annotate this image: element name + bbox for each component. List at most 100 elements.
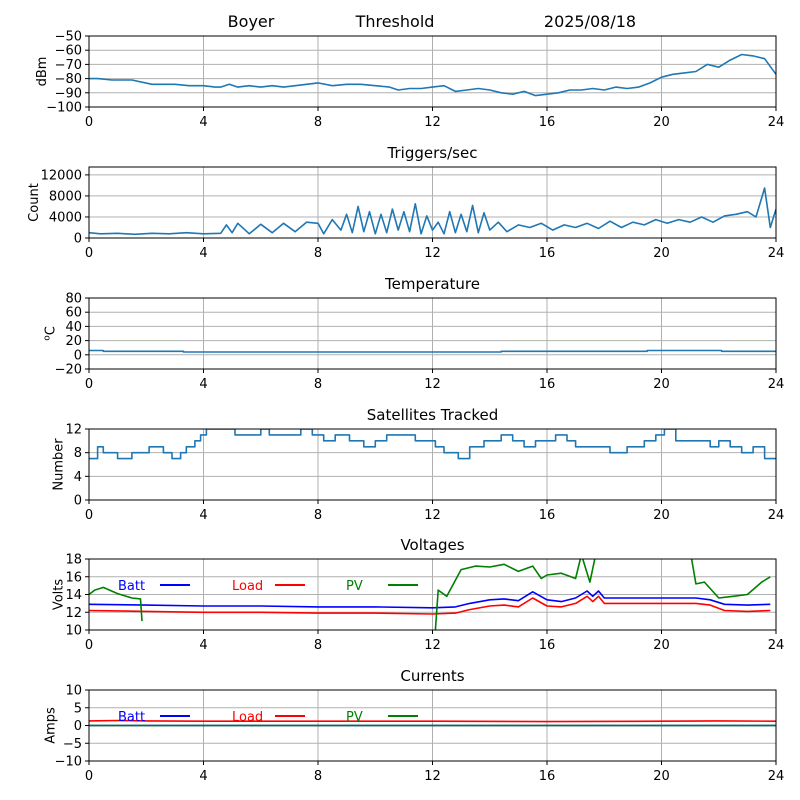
y-tick-label: −100 [46,101,82,116]
y-tick-label: −70 [55,58,82,73]
chart-title: Satellites Tracked [367,406,498,424]
x-tick-label: 0 [85,769,93,784]
x-tick-label: 12 [424,246,441,261]
legend-label-pv: PV [346,579,363,594]
x-tick-label: 16 [539,377,556,392]
x-tick-label: 8 [314,638,322,653]
voltages-series-line-1 [89,595,771,615]
x-tick-label: 4 [199,508,207,523]
y-tick-label: 4000 [49,210,82,225]
x-tick-label: 0 [85,508,93,523]
x-tick-label: 20 [653,769,670,784]
y-tick-label: 0 [74,232,82,247]
x-tick-label: 16 [539,115,556,130]
voltages-series-line-0 [89,590,771,609]
x-tick-label: 20 [653,115,670,130]
triggers-series-line-0 [89,187,776,236]
x-tick-label: 16 [539,638,556,653]
celsius-letter: C [43,326,58,335]
panel-voltages: 0 4 8 12 16 20 24 10 12 14 16 18 Voltages Volts Batt Lo… [52,536,785,653]
legend-label-pv: PV [346,710,363,725]
y-tick-label: 60 [65,306,82,321]
legend-label-batt: Batt [118,579,145,594]
chart-title: Currents [400,667,464,685]
y-tick-label: −50 [55,30,82,45]
y-tick-label: −90 [55,86,82,101]
y-tick-label: 8 [74,446,82,461]
y-tick-label: −80 [55,72,82,87]
y-tick-label: 8000 [49,189,82,204]
y-tick-label: 10 [65,684,82,699]
threshold-series-line-0 [89,53,776,97]
y-tick-label: 12000 [41,168,82,183]
x-tick-label: 24 [768,377,785,392]
y-tick-label: 18 [65,553,82,568]
satellites-series-line-0 [89,429,776,460]
x-tick-label: 0 [85,638,93,653]
chart-title: Temperature [384,275,480,293]
x-tick-label: 8 [314,769,322,784]
x-tick-label: 24 [768,246,785,261]
panel-threshold: 0 4 8 12 16 20 24 −100−90−80−70−60−50 dBm [35,30,784,131]
y-tick-label: 12 [65,606,82,621]
x-tick-label: 20 [653,508,670,523]
x-tick-label: 20 [653,638,670,653]
y-axis-label: oC [42,326,58,341]
degree-superscript: o [42,335,52,341]
chart-title: Voltages [400,536,464,554]
y-tick-label: 0 [74,719,82,734]
temperature-series-line-0 [89,349,776,353]
x-tick-label: 8 [314,377,322,392]
report-date: 2025/08/18 [544,12,636,31]
x-tick-label: 0 [85,377,93,392]
y-tick-label: 5 [74,701,82,716]
y-tick-label: 0 [74,494,82,509]
y-tick-label: 40 [65,320,82,335]
threshold-title: Threshold [355,12,435,31]
y-axis-label: Amps [43,707,58,744]
y-tick-label: 12 [65,423,82,438]
x-tick-label: 4 [199,246,207,261]
x-tick-label: 0 [85,246,93,261]
x-tick-label: 4 [199,769,207,784]
panel-currents: 0 4 8 12 16 20 24 −10 −5 0 5 10 Currents Amps Batt Load… [43,667,784,784]
x-tick-label: 24 [768,769,785,784]
x-tick-label: 12 [424,115,441,130]
x-tick-label: 0 [85,115,93,130]
x-tick-label: 20 [653,246,670,261]
x-tick-label: 16 [539,246,556,261]
x-tick-label: 4 [199,638,207,653]
legend-label-batt: Batt [118,710,145,725]
x-tick-label: 16 [539,769,556,784]
x-tick-label: 24 [768,508,785,523]
y-tick-label: 0 [74,348,82,363]
x-tick-label: 24 [768,638,785,653]
x-tick-label: 8 [314,508,322,523]
chart-title: Triggers/sec [387,144,478,162]
voltages-series-line-2 [89,559,771,630]
panel-satellites: 0 4 8 12 16 20 24 0 4 8 12 Satellites Tracked Number [52,406,785,523]
x-tick-label: 4 [199,377,207,392]
y-tick-label: 14 [65,588,82,603]
x-tick-label: 8 [314,115,322,130]
y-axis-label: dBm [35,57,50,87]
x-tick-label: 12 [424,638,441,653]
x-tick-label: 8 [314,246,322,261]
x-tick-label: 24 [768,115,785,130]
y-tick-label: 4 [74,470,82,485]
x-tick-label: 12 [424,508,441,523]
x-tick-label: 20 [653,377,670,392]
x-tick-label: 16 [539,508,556,523]
y-tick-label: −60 [55,44,82,59]
y-axis-label: Count [27,183,42,222]
legend-label-load: Load [232,579,263,594]
x-tick-label: 12 [424,769,441,784]
y-axis-label: Number [52,438,67,491]
site-name: Boyer [228,12,275,31]
legend-label-load: Load [232,710,263,725]
y-tick-label: 10 [65,624,82,639]
currents-series-line-1 [89,719,776,723]
x-tick-label: 12 [424,377,441,392]
